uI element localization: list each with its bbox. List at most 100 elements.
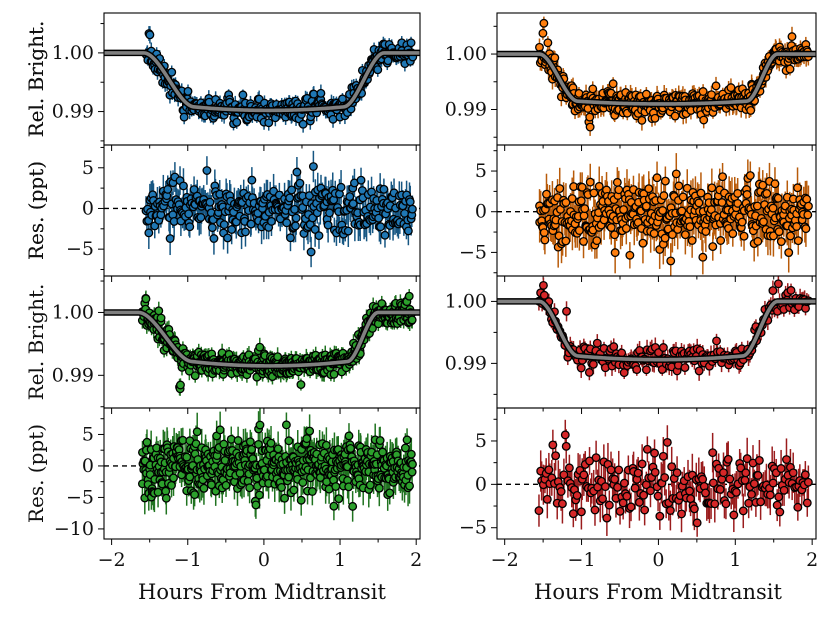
panel-2-residuals-point <box>659 191 669 201</box>
panel-2-residuals-point <box>660 176 670 186</box>
panel-3-residuals-point <box>284 436 294 446</box>
panel-1-residuals-point <box>163 184 173 194</box>
panel-1-residuals-point <box>405 197 415 207</box>
panel-3-residuals-point <box>305 426 315 436</box>
panel-3-residuals-point <box>400 443 410 453</box>
panel-3-residuals-point <box>161 493 171 503</box>
panel-1-residuals-point <box>407 204 417 214</box>
panel-3-residuals-y-label: Res. (ppt) <box>24 424 48 523</box>
panel-2-residuals-point <box>592 236 602 246</box>
panel-1-residuals-point <box>343 226 353 236</box>
panel-1-residuals-point <box>291 221 300 231</box>
panel-3-residuals-y-tick-label: −10 <box>54 518 94 540</box>
panel-2-residuals-point <box>652 173 662 183</box>
panel-3-residuals-point <box>321 440 331 450</box>
panel-2-residuals: −5 0 5 Res. (ppt) <box>24 144 817 282</box>
panel-3-residuals-marks <box>104 408 420 522</box>
panel-1-light-curve-point <box>316 88 326 98</box>
panel-2-residuals-point <box>671 169 681 179</box>
panel-1-residuals-point <box>184 209 194 219</box>
panel-2-residuals-point <box>576 196 586 206</box>
panel-3-residuals-point <box>346 443 356 453</box>
panel-2-light-curve-point <box>539 18 549 28</box>
panel-2-residuals-point <box>542 189 551 199</box>
panel-2-residuals-point <box>621 223 631 233</box>
panel-2-residuals-point <box>728 229 738 239</box>
panel-2-residuals-point <box>612 177 622 187</box>
panel-1-residuals-point <box>310 224 320 234</box>
panel-1-residuals-point <box>356 175 366 185</box>
panel-3-light-curve-point <box>273 352 283 362</box>
panel-2-light-curve-point <box>538 28 548 38</box>
panel-2-light-curve-point <box>650 113 660 123</box>
panel-2-residuals-point <box>716 236 726 245</box>
x-tick-label: −2 <box>98 549 126 571</box>
panel-2-light-curve-y-tick-label: 1.00 <box>445 43 487 65</box>
panel-1-residuals-point <box>205 197 215 207</box>
panel-2-light-curve-point <box>574 88 584 98</box>
panel-1-residuals-point <box>403 226 413 236</box>
panel-2-residuals-point <box>619 205 629 215</box>
panel-1-residuals-point <box>308 162 318 171</box>
panel-3-residuals-point <box>266 438 276 448</box>
panel-3-residuals-point <box>407 467 417 477</box>
panel-1-residuals-y-tick-label: 0 <box>82 197 94 219</box>
panel-2-light-curve-point <box>711 81 721 91</box>
panel-2-residuals-point <box>561 198 571 207</box>
panel-1-residuals-point <box>325 208 334 218</box>
panel-2-light-curve-point <box>787 32 797 42</box>
panel-1-residuals-y-label: Res. (ppt) <box>24 161 48 260</box>
panel-1-residuals-point <box>267 216 276 226</box>
panel-2-residuals-marks <box>497 153 816 276</box>
panel-3-light-curve-point <box>176 380 185 390</box>
panel-2-residuals-point <box>678 192 688 202</box>
panel-3-residuals-y-tick-label: 5 <box>82 423 94 445</box>
panel-1-residuals-point <box>348 199 358 209</box>
panel-3-residuals-point <box>284 472 294 482</box>
panel-2-light-curve-point <box>785 64 795 74</box>
panel-2-light-curve-point <box>585 112 595 122</box>
x-tick-label: 0 <box>258 549 270 571</box>
panel-3-residuals-point <box>405 481 414 491</box>
panel-3-residuals-point <box>255 490 264 500</box>
panel-3-residuals-point <box>307 487 317 496</box>
panel-2-light-curve-point <box>698 87 708 96</box>
panel-1-residuals-point <box>246 219 256 229</box>
panel-3-residuals-y-tick-label: 0 <box>82 455 94 477</box>
panel-2-light-curve-point <box>670 111 680 121</box>
panel-2-light-curve-point <box>637 115 647 125</box>
panel-2-residuals-point <box>610 230 620 240</box>
panel-1-light-curve-point <box>298 119 308 129</box>
x-tick-label: −1 <box>174 549 202 571</box>
panel-3-light-curve-y-tick-label: 1.00 <box>52 301 94 323</box>
panel-1-light-curve-point <box>406 38 416 48</box>
panel-1-residuals-point <box>292 167 302 177</box>
panel-1-residuals-point <box>286 233 295 243</box>
panel-1-residuals-point <box>380 230 390 240</box>
panel-3-residuals-frame <box>103 407 421 540</box>
panel-2-light-curve-point <box>641 89 651 99</box>
panel-1-residuals-y-tick-label: 5 <box>82 157 94 179</box>
panel-1-residuals-point <box>376 222 386 232</box>
panel-1-light-curve-point <box>232 117 242 127</box>
panel-2-residuals-point <box>658 206 668 215</box>
panel-2-residuals-point <box>606 223 616 232</box>
panel-1-residuals-point <box>185 222 195 232</box>
panel-2-residuals-point <box>667 230 677 240</box>
panel-1-residuals-point <box>223 233 233 243</box>
panel-3-residuals-point <box>406 449 416 459</box>
panel-3-light-curve-model-line <box>104 310 420 368</box>
panel-2-residuals-point <box>739 231 749 241</box>
panel-1-residuals-marks <box>104 150 420 268</box>
panel-2-residuals-point <box>540 235 550 245</box>
panel-2-light-curve-marks <box>497 16 816 136</box>
panel-2-light-curve-point <box>550 53 560 63</box>
panel-2-residuals-point <box>579 211 589 221</box>
panel-1-light-curve-point <box>309 89 319 99</box>
panel-3-residuals-point <box>365 480 375 490</box>
panel-2-residuals-point <box>737 217 747 227</box>
panel-1-light-curve-point <box>238 90 248 100</box>
